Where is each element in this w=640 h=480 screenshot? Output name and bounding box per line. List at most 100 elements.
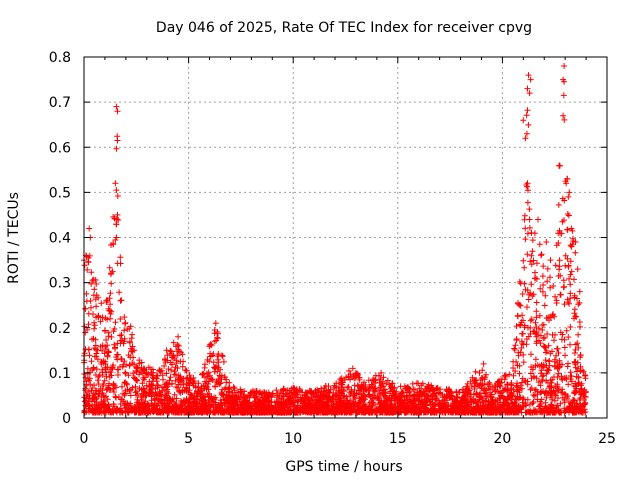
data-point: [379, 380, 386, 387]
data-point: [547, 392, 554, 399]
data-point: [169, 361, 176, 368]
data-point: [122, 409, 129, 416]
data-point: [525, 187, 531, 194]
data-point-outlier: [566, 189, 573, 196]
data-point: [485, 399, 492, 406]
data-point: [231, 385, 238, 392]
data-point: [527, 370, 534, 377]
data-point: [309, 407, 316, 414]
data-point: [373, 405, 380, 412]
data-point: [291, 385, 298, 392]
data-point: [386, 405, 393, 412]
y-tick-label: 0.5: [49, 185, 71, 201]
x-tick-label: 10: [284, 431, 302, 447]
data-point: [481, 381, 488, 388]
data-point: [272, 403, 279, 409]
data-point: [83, 298, 90, 305]
data-point: [168, 367, 175, 373]
data-point: [513, 358, 520, 365]
data-point: [361, 401, 368, 408]
data-point: [401, 404, 408, 411]
data-point: [547, 274, 553, 281]
data-point: [508, 381, 515, 388]
data-point: [502, 397, 509, 404]
data-point: [533, 314, 540, 321]
data-point: [113, 221, 120, 228]
data-point: [544, 379, 551, 386]
data-point: [91, 325, 98, 332]
data-point: [494, 409, 501, 416]
data-point: [581, 400, 588, 407]
data-point: [463, 383, 470, 390]
data-point: [329, 396, 336, 403]
data-point: [388, 397, 395, 404]
data-point: [117, 254, 124, 261]
data-point: [117, 332, 124, 339]
data-point: [527, 317, 534, 324]
data-point: [561, 283, 568, 290]
data-point: [264, 402, 271, 409]
data-point: [382, 404, 389, 411]
data-point: [207, 353, 214, 360]
data-point: [86, 392, 93, 399]
data-point: [377, 400, 384, 407]
data-point: [356, 374, 363, 381]
data-point: [541, 390, 548, 397]
data-point: [315, 409, 322, 416]
data-point: [523, 130, 530, 137]
data-point: [229, 409, 236, 416]
data-point: [552, 293, 559, 300]
data-point: [439, 394, 446, 401]
data-point: [142, 393, 149, 399]
data-point: [128, 335, 135, 342]
data-point: [520, 257, 527, 264]
data-point: [106, 307, 113, 314]
data-point: [421, 408, 428, 415]
data-point: [478, 405, 485, 412]
data-point: [102, 346, 109, 353]
data-point: [170, 339, 177, 346]
data-point: [122, 379, 129, 386]
data-point: [167, 374, 174, 381]
data-point-outlier: [525, 72, 532, 79]
data-point: [111, 341, 118, 348]
data-point: [167, 404, 173, 411]
data-point: [338, 398, 345, 405]
data-point: [198, 397, 205, 404]
data-point: [539, 378, 546, 385]
data-point: [460, 396, 467, 403]
data-point: [110, 381, 117, 388]
data-point: [556, 364, 563, 371]
data-point: [391, 384, 398, 391]
data-point: [266, 398, 273, 405]
x-tick-label: 0: [80, 431, 89, 447]
y-tick-label: 0.6: [49, 140, 71, 156]
data-point: [255, 399, 262, 406]
data-point: [341, 376, 348, 383]
data-point: [85, 388, 92, 395]
data-point: [432, 400, 439, 407]
data-point: [168, 348, 175, 355]
data-point: [235, 389, 242, 395]
data-point: [553, 352, 560, 359]
data-point: [541, 408, 548, 415]
data-point: [513, 323, 520, 330]
data-point: [96, 390, 103, 397]
data-point-outlier: [212, 320, 219, 327]
data-point: [526, 206, 533, 213]
data-point: [559, 218, 566, 225]
data-point: [521, 216, 528, 223]
data-point: [536, 312, 543, 319]
data-point: [126, 362, 133, 369]
data-point: [276, 392, 283, 399]
data-point: [522, 286, 529, 293]
data-point-outlier: [163, 347, 170, 354]
data-point: [128, 348, 135, 355]
data-point: [433, 395, 440, 402]
data-point: [174, 348, 180, 355]
data-point-outlier: [112, 180, 119, 187]
data-point: [316, 396, 322, 403]
data-point: [93, 314, 100, 321]
data-point: [533, 340, 540, 347]
data-point: [120, 340, 127, 347]
